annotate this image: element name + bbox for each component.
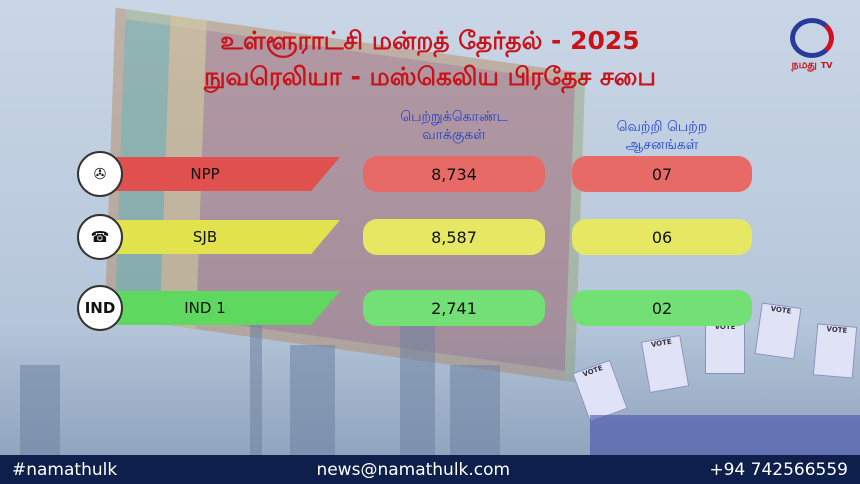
party-band: NPP bbox=[100, 157, 340, 191]
seats-column-header: வெற்றி பெற்ற ஆசனங்கள் bbox=[572, 118, 752, 154]
header-line: பெற்றுக்கொண்ட bbox=[400, 109, 508, 125]
building bbox=[450, 365, 500, 455]
building bbox=[290, 345, 335, 455]
phone: +94 742566559 bbox=[709, 459, 848, 480]
logo-text: நமது bbox=[791, 58, 817, 71]
building bbox=[400, 325, 435, 455]
result-row-npp: NPP ✇ 8,734 07 bbox=[0, 151, 860, 197]
header-line: ஆசனங்கள் bbox=[625, 137, 699, 153]
votes-value: 8,587 bbox=[363, 219, 545, 255]
compass-icon: ✇ bbox=[77, 151, 123, 197]
header-line: வெற்றி பெற்ற bbox=[616, 119, 708, 135]
seats-value: 06 bbox=[572, 219, 752, 255]
ballot-label: VOTE bbox=[650, 337, 673, 350]
party-band: SJB bbox=[100, 220, 340, 254]
footer-bar: #namathulk news@namathulk.com +94 742566… bbox=[0, 455, 860, 484]
vote-ballot: VOTE bbox=[812, 323, 858, 379]
email: news@namathulk.com bbox=[316, 459, 511, 480]
party-name: NPP bbox=[190, 165, 220, 183]
seats-value: 07 bbox=[572, 156, 752, 192]
namathu-tv-logo: நமது TV bbox=[782, 18, 842, 82]
party-band: IND 1 bbox=[100, 291, 340, 325]
lotus-tower bbox=[250, 305, 262, 455]
result-row-sjb: SJB ☎ 8,587 06 bbox=[0, 214, 860, 260]
title-council: நுவரெலியா - மஸ்கெலிய பிரதேச சபை bbox=[203, 62, 657, 91]
logo-emblem-icon bbox=[790, 18, 834, 58]
seats-value: 02 bbox=[572, 290, 752, 326]
title-election: உள்ளூராட்சி மன்றத் தேர்தல் - 2025 bbox=[220, 26, 640, 55]
ballot-label: VOTE bbox=[714, 323, 736, 331]
crowd-hands bbox=[590, 415, 860, 455]
ind-symbol: IND bbox=[77, 285, 123, 331]
votes-value: 8,734 bbox=[363, 156, 545, 192]
votes-column-header: பெற்றுக்கொண்ட வாக்குகள் bbox=[363, 108, 545, 144]
vote-ballot: VOTE bbox=[705, 322, 745, 374]
logo-suffix: TV bbox=[820, 61, 833, 70]
hashtag: #namathulk bbox=[12, 459, 118, 480]
party-name: IND 1 bbox=[184, 299, 226, 317]
building bbox=[20, 365, 60, 455]
result-row-ind: IND 1 IND 2,741 02 bbox=[0, 285, 860, 331]
party-name: SJB bbox=[192, 228, 218, 246]
votes-value: 2,741 bbox=[363, 290, 545, 326]
telephone-icon: ☎ bbox=[77, 214, 123, 260]
header-line: வாக்குகள் bbox=[422, 127, 486, 143]
